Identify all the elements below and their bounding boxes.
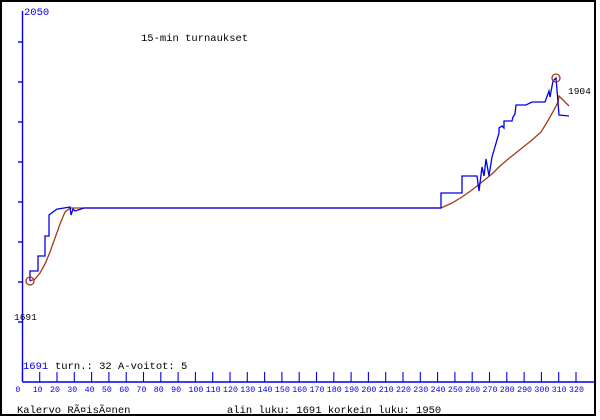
svg-text:alin luku: 1691 korkein luku:: alin luku: 1691 korkein luku: 1950 [227,405,441,416]
svg-text:40: 40 [85,386,95,395]
svg-text:90: 90 [171,386,181,395]
svg-text:20: 20 [50,386,60,395]
svg-text:320: 320 [569,386,584,395]
svg-text:70: 70 [137,386,147,395]
svg-text:280: 280 [500,386,515,395]
svg-text:50: 50 [102,386,112,395]
svg-text:150: 150 [275,386,290,395]
svg-text:120: 120 [223,386,238,395]
svg-text:270: 270 [483,386,498,395]
svg-text:1691: 1691 [14,312,37,323]
svg-text:2050: 2050 [24,7,49,19]
svg-text:300: 300 [534,386,549,395]
svg-text:60: 60 [119,386,129,395]
svg-text:200: 200 [361,386,376,395]
svg-text:170: 170 [310,386,325,395]
svg-text:190: 190 [344,386,359,395]
svg-text:110: 110 [206,386,221,395]
svg-text:230: 230 [413,386,428,395]
svg-text:210: 210 [379,386,394,395]
svg-text:260: 260 [465,386,480,395]
svg-text:250: 250 [448,386,463,395]
svg-text:290: 290 [517,386,532,395]
svg-text:160: 160 [292,386,307,395]
svg-text:180: 180 [327,386,342,395]
svg-text:1904: 1904 [568,86,591,97]
svg-text:310: 310 [552,386,567,395]
svg-text:130: 130 [240,386,255,395]
svg-text:15-min turnaukset: 15-min turnaukset [141,33,248,45]
svg-text:turn.: 32 A-voitot: 5: turn.: 32 A-voitot: 5 [55,361,187,373]
svg-text:80: 80 [154,386,164,395]
svg-text:0: 0 [15,386,20,395]
svg-text:140: 140 [258,386,273,395]
svg-text:10: 10 [33,386,43,395]
svg-text:220: 220 [396,386,411,395]
svg-text:1691: 1691 [23,361,48,373]
svg-text:100: 100 [188,386,203,395]
svg-text:240: 240 [431,386,446,395]
svg-text:Kalervo RÃ¤isÃ¤nen: Kalervo RÃ¤isÃ¤nen [17,404,130,416]
svg-text:30: 30 [67,386,77,395]
